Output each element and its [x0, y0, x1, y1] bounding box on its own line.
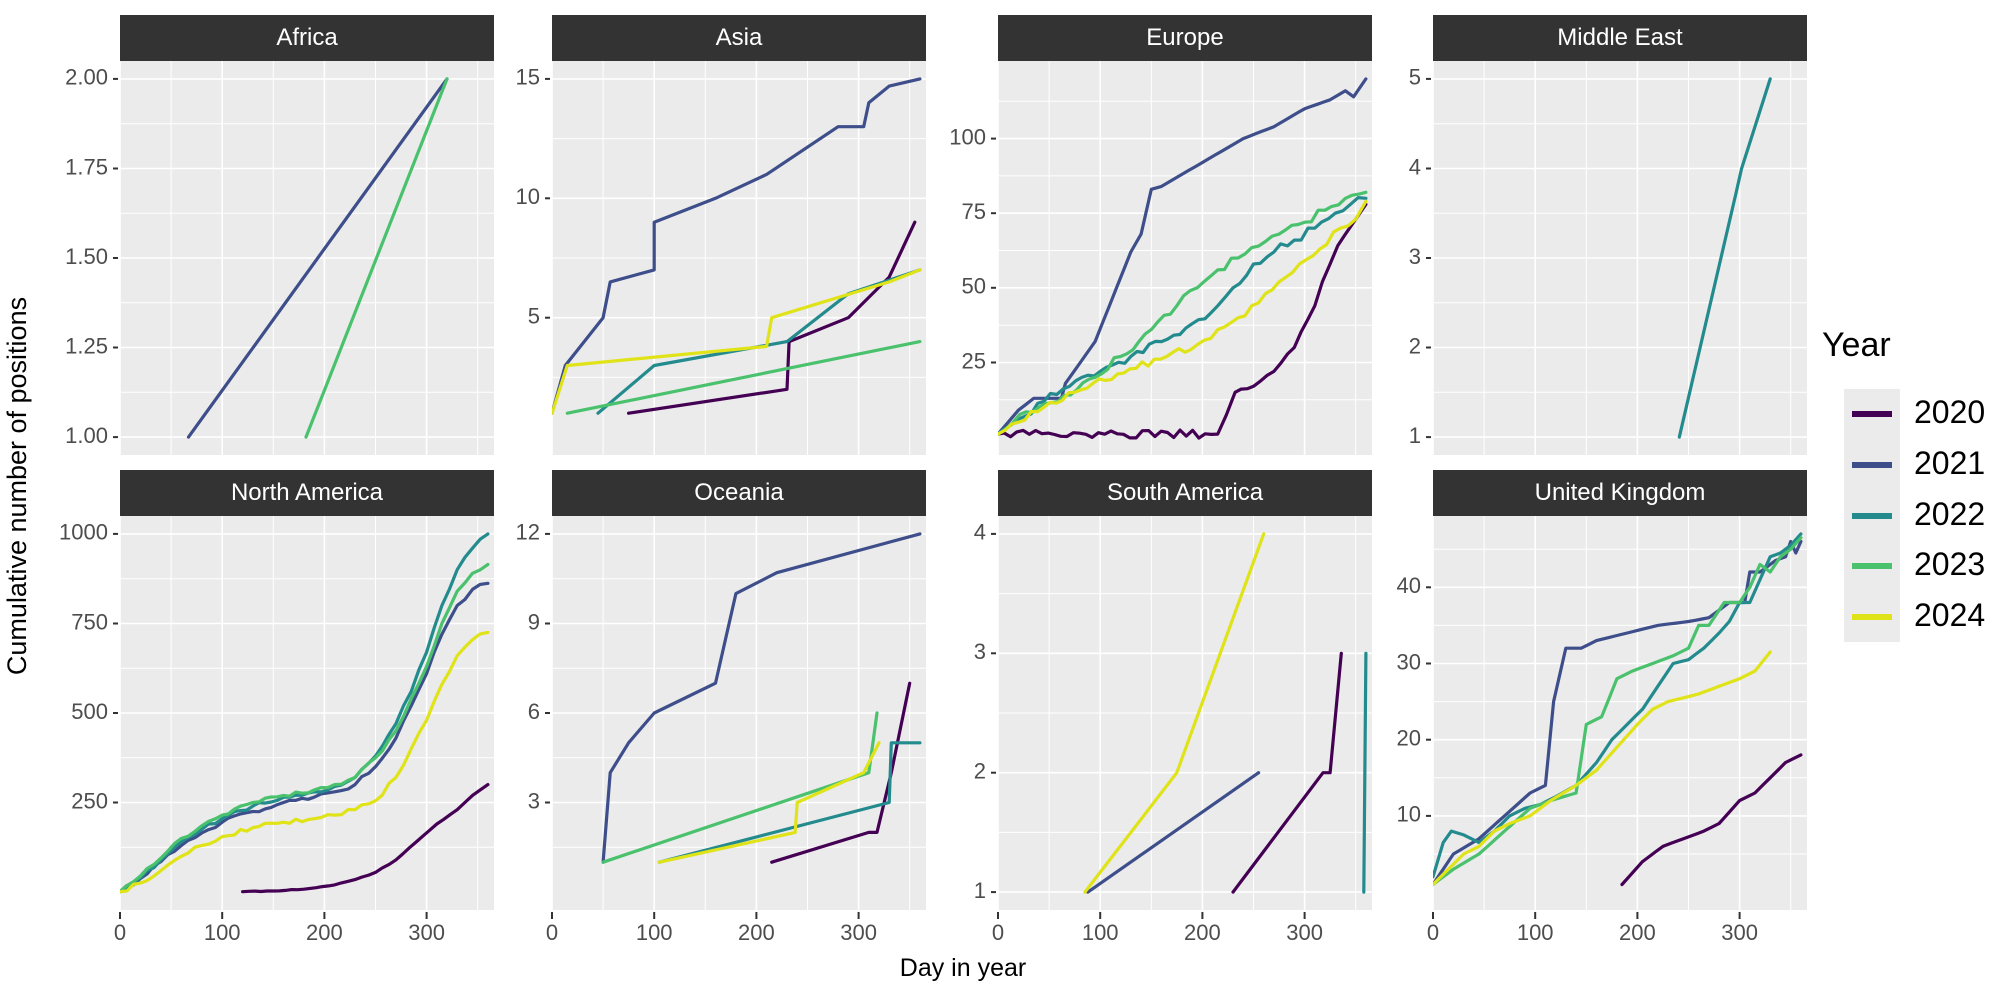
svg-text:10: 10	[516, 184, 540, 209]
svg-text:2: 2	[1409, 333, 1421, 358]
svg-text:30: 30	[1397, 649, 1421, 674]
svg-text:3: 3	[974, 639, 986, 664]
svg-text:5: 5	[528, 304, 540, 329]
svg-text:200: 200	[1184, 920, 1221, 945]
svg-text:10: 10	[1397, 802, 1421, 827]
svg-text:3: 3	[528, 788, 540, 813]
svg-text:100: 100	[1517, 920, 1554, 945]
svg-text:300: 300	[840, 920, 877, 945]
svg-text:750: 750	[71, 609, 108, 634]
svg-text:4: 4	[1409, 154, 1421, 179]
svg-text:0: 0	[992, 920, 1004, 945]
svg-text:1.75: 1.75	[65, 154, 108, 179]
svg-text:200: 200	[738, 920, 775, 945]
svg-text:100: 100	[204, 920, 241, 945]
svg-text:3: 3	[1409, 244, 1421, 269]
svg-text:500: 500	[71, 699, 108, 724]
svg-text:250: 250	[71, 788, 108, 813]
svg-text:2.00: 2.00	[65, 65, 108, 90]
svg-text:100: 100	[949, 124, 986, 149]
svg-text:15: 15	[516, 65, 540, 90]
svg-text:4: 4	[974, 520, 986, 545]
svg-text:0: 0	[1427, 920, 1439, 945]
svg-text:75: 75	[962, 199, 986, 224]
svg-text:50: 50	[962, 274, 986, 299]
svg-text:1.50: 1.50	[65, 244, 108, 269]
svg-text:300: 300	[1721, 920, 1758, 945]
svg-text:6: 6	[528, 699, 540, 724]
svg-text:100: 100	[1082, 920, 1119, 945]
svg-text:1000: 1000	[59, 520, 108, 545]
svg-text:1.25: 1.25	[65, 333, 108, 358]
svg-text:9: 9	[528, 609, 540, 634]
svg-text:40: 40	[1397, 573, 1421, 598]
svg-text:200: 200	[306, 920, 343, 945]
svg-text:1.00: 1.00	[65, 423, 108, 448]
svg-text:0: 0	[114, 920, 126, 945]
svg-text:300: 300	[1286, 920, 1323, 945]
svg-text:100: 100	[636, 920, 673, 945]
svg-text:2: 2	[974, 759, 986, 784]
svg-text:5: 5	[1409, 65, 1421, 90]
svg-text:25: 25	[962, 348, 986, 373]
svg-text:20: 20	[1397, 726, 1421, 751]
svg-text:1: 1	[974, 878, 986, 903]
svg-text:200: 200	[1619, 920, 1656, 945]
svg-text:1: 1	[1409, 423, 1421, 448]
svg-text:300: 300	[408, 920, 445, 945]
svg-text:12: 12	[516, 520, 540, 545]
svg-text:0: 0	[546, 920, 558, 945]
